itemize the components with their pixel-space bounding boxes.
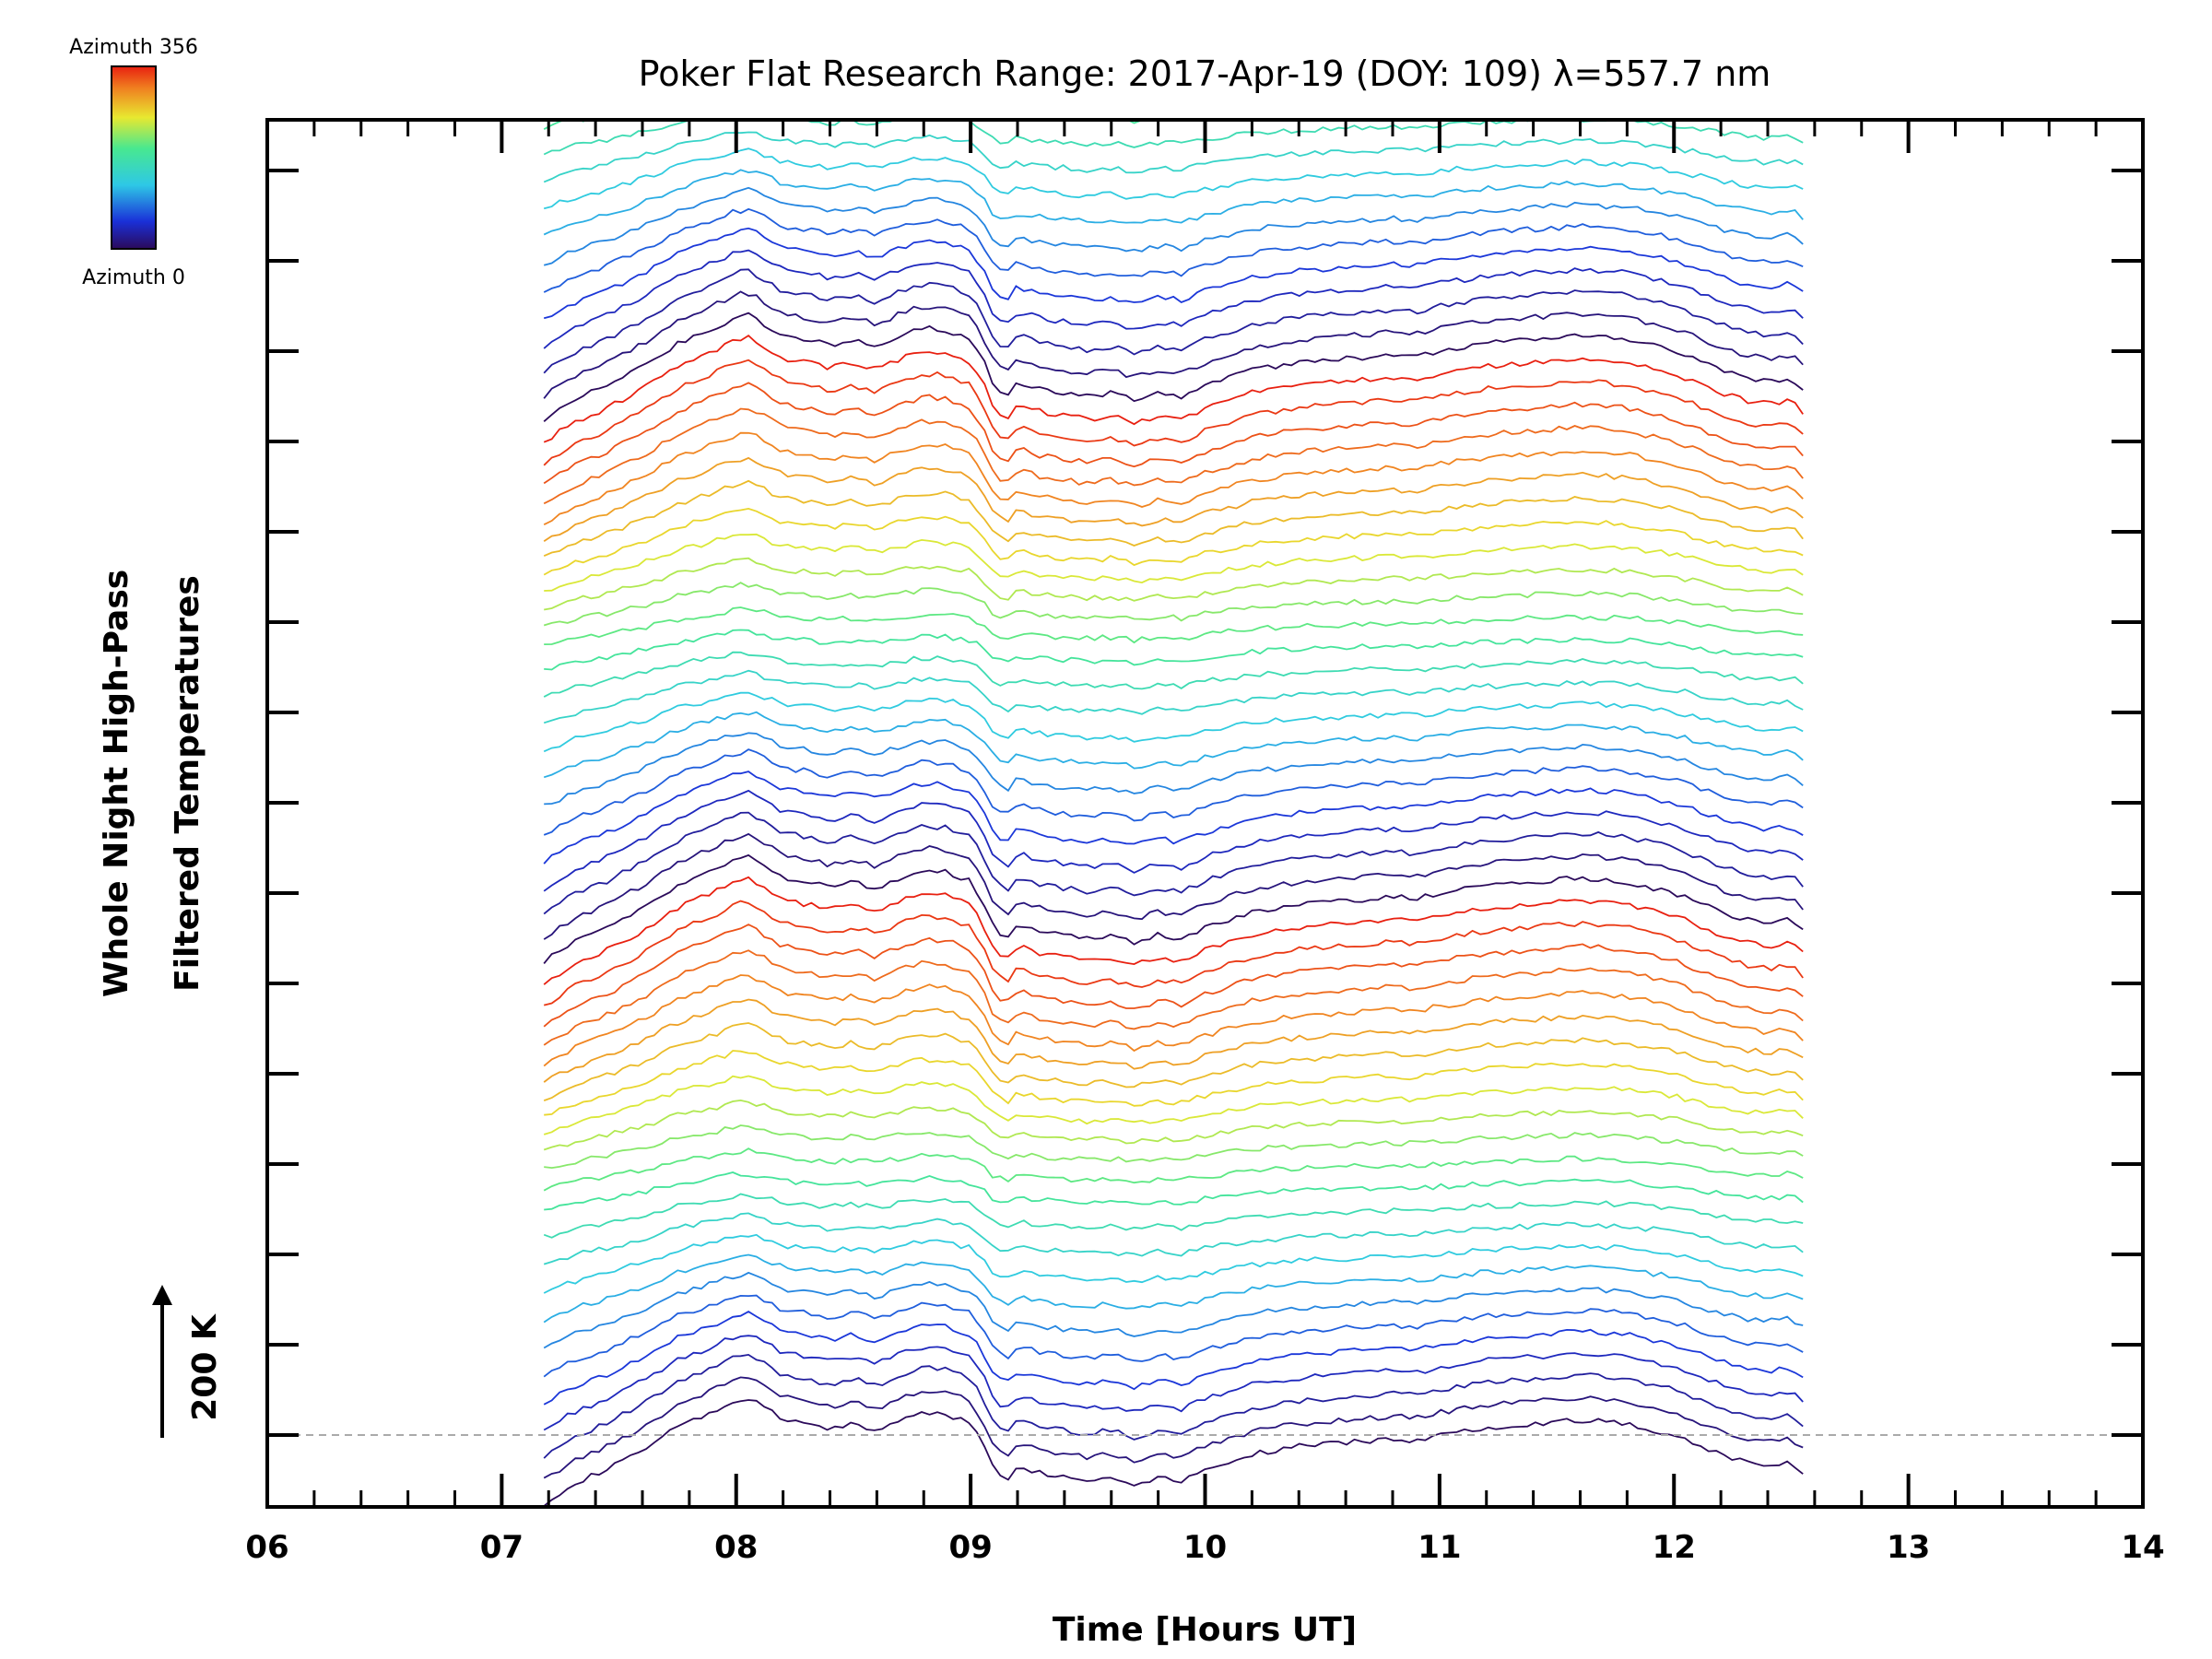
- x-tick-label: 14: [2121, 1529, 2164, 1566]
- temperature-trace: [543, 1099, 1804, 1151]
- temperature-trace: [543, 431, 1804, 526]
- temperature-trace: [543, 359, 1804, 466]
- temperature-trace: [543, 1212, 1804, 1265]
- x-axis-tick-labels: 06 07 08 09 10 11 12 13 14: [245, 1529, 2164, 1566]
- temperature-trace: [543, 120, 1193, 130]
- temperature-trace: [543, 334, 1804, 443]
- temperature-trace: [544, 1171, 1804, 1211]
- x-tick-label: 13: [1887, 1529, 1930, 1566]
- temperature-trace: [543, 1353, 1804, 1459]
- plot-frame: [265, 118, 2145, 1509]
- scale-bar-arrow-head: [152, 1285, 172, 1305]
- scale-bar-label: 200 K: [186, 1313, 224, 1421]
- temperature-trace: [544, 1124, 1804, 1170]
- y-axis-label-line2: Filtered Temperatures: [169, 575, 206, 992]
- temperature-trace: [544, 629, 1804, 671]
- temperature-trace: [544, 533, 1804, 592]
- temperature-trace: [543, 771, 1804, 865]
- x-axis-label: Time [Hours UT]: [1053, 1611, 1357, 1649]
- colorbar-top-label: Azimuth 356: [69, 36, 198, 59]
- temperature-trace: [543, 974, 1804, 1067]
- trace-group: [543, 0, 1804, 1507]
- temperature-trace: [543, 853, 1804, 964]
- temperature-trace: [543, 290, 1804, 399]
- y-axis-ticks: [267, 169, 2143, 1437]
- temperature-trace: [543, 479, 1804, 558]
- temperature-trace: [543, 169, 1804, 236]
- temperature-trace: [543, 711, 1804, 779]
- colorbar-bottom-label: Azimuth 0: [82, 266, 185, 289]
- temperature-trace: [543, 312, 1804, 422]
- y-axis-label-line1: Whole Night High-Pass: [98, 570, 135, 997]
- chart-title: Poker Flat Research Range: 2017-Apr-19 (…: [639, 53, 1771, 94]
- temperature-trace: [543, 1399, 1804, 1507]
- x-tick-label: 12: [1653, 1529, 1696, 1566]
- temperature-trace: [543, 456, 1804, 542]
- temperature-trace: [543, 507, 1804, 576]
- temperature-trace: [544, 0, 1803, 18]
- temperature-trace: [543, 669, 1804, 724]
- temperature-trace: [543, 651, 1804, 698]
- temperature-trace: [543, 811, 1804, 915]
- temperature-trace: [543, 748, 1804, 836]
- temperature-trace: [543, 268, 1804, 374]
- temperature-trace: [543, 1233, 1804, 1294]
- temperature-trace: [543, 1311, 1804, 1406]
- temperature-trace: [543, 924, 1804, 1028]
- temperature-trace: [543, 789, 1804, 892]
- temperature-trace: [543, 1022, 1804, 1101]
- temperature-trace: [543, 900, 1804, 1006]
- x-tick-label: 07: [480, 1529, 524, 1566]
- temperature-trace: [543, 147, 1804, 210]
- temperature-trace: [543, 382, 1804, 485]
- temperature-trace: [543, 1075, 1804, 1135]
- temperature-trace: [543, 1193, 1804, 1239]
- x-tick-label: 10: [1183, 1529, 1227, 1566]
- temperature-trace: [543, 1147, 1804, 1192]
- x-tick-label: 09: [948, 1529, 992, 1566]
- x-tick-label: 08: [714, 1529, 758, 1566]
- temperature-trace: [543, 876, 1804, 985]
- temperature-trace: [543, 407, 1804, 505]
- x-tick-label: 11: [1418, 1529, 1461, 1566]
- temperature-trace: [543, 832, 1804, 940]
- temperature-trace: [543, 1271, 1804, 1349]
- temperature-trace: [543, 949, 1804, 1046]
- temperature-trace: [543, 207, 1804, 293]
- temperature-trace: [544, 557, 1804, 611]
- temperature-trace: [543, 1376, 1804, 1479]
- temperature-trace: [544, 0, 1803, 53]
- temperature-trace: [544, 732, 1804, 806]
- temperature-trace: [544, 0, 1803, 36]
- x-axis-ticks: [265, 120, 2145, 1507]
- temperature-trace: [543, 691, 1804, 753]
- temperature-trace: [543, 1294, 1804, 1378]
- colorbar: [111, 65, 157, 250]
- temperature-trace: [543, 582, 1804, 627]
- temperature-trace: [543, 131, 1804, 183]
- temperature-trace: [544, 606, 1804, 645]
- temperature-trace: [543, 227, 1804, 320]
- temperature-trace: [543, 1335, 1804, 1431]
- temperature-trace: [543, 249, 1804, 349]
- x-tick-label: 06: [245, 1529, 288, 1566]
- temperature-trace: [543, 186, 1804, 266]
- temperature-trace: [543, 998, 1804, 1083]
- temperature-trace: [544, 1050, 1804, 1116]
- temperature-trace: [543, 1253, 1804, 1324]
